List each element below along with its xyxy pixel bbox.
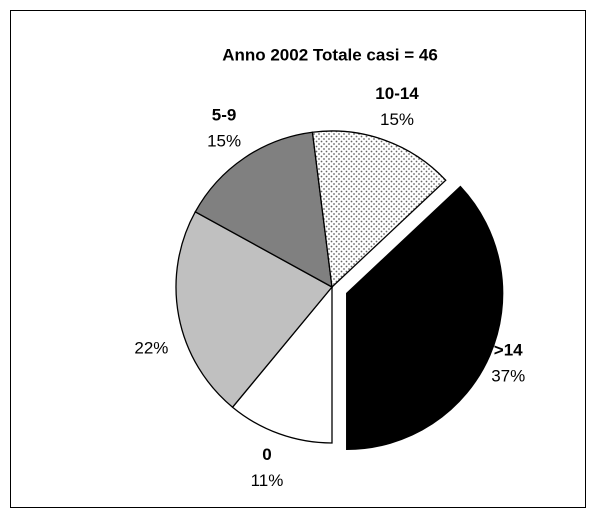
value-label: 22% xyxy=(134,338,168,357)
slice-label: 5-9 xyxy=(212,106,237,125)
pie-slice xyxy=(346,185,504,451)
value-label: 11% xyxy=(251,471,284,490)
value-label: 37% xyxy=(491,367,525,386)
chart-title: Anno 2002 Totale casi = 46 xyxy=(222,45,438,64)
pie-slice xyxy=(311,130,447,289)
value-label: 15% xyxy=(380,110,414,129)
pie-slice xyxy=(194,131,333,289)
pie-slice xyxy=(175,210,334,409)
pie-slice xyxy=(231,285,333,444)
value-label: 15% xyxy=(207,132,241,151)
slice-label: >14 xyxy=(494,341,523,360)
slice-label: 10-14 xyxy=(375,84,419,103)
slice-label: 0 xyxy=(262,445,271,464)
